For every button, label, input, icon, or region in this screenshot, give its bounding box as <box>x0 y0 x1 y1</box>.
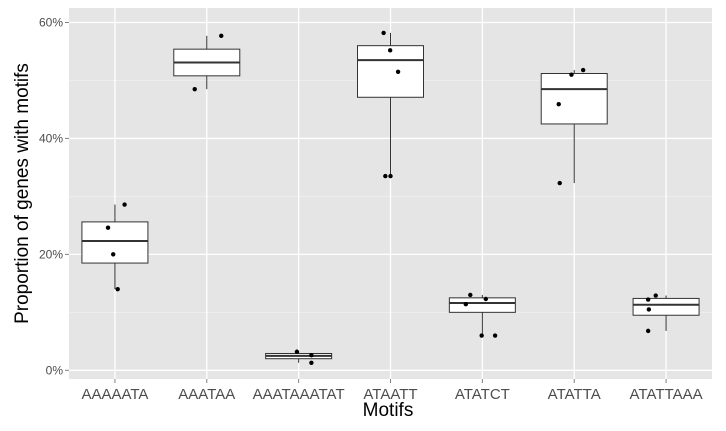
box-iqr <box>632 297 700 316</box>
box-ataatt <box>357 32 424 177</box>
box-iqr <box>357 45 424 98</box>
x-tick-label: ATATCT <box>455 386 510 403</box>
data-point <box>492 333 498 338</box>
data-point <box>309 353 314 358</box>
box-iqr <box>81 221 149 264</box>
data-point <box>388 173 393 179</box>
box-atatta <box>540 70 608 184</box>
box-iqr <box>448 297 516 313</box>
data-point <box>645 328 651 334</box>
data-point <box>111 252 116 257</box>
box-iqr <box>540 73 608 125</box>
box-aaataa <box>173 35 241 90</box>
data-point <box>294 349 300 354</box>
x-tick-label: ATATTA <box>548 386 601 403</box>
x-axis-title: Motifs <box>363 400 414 421</box>
data-point <box>122 202 127 207</box>
data-point <box>219 33 224 39</box>
data-point <box>479 333 484 338</box>
data-point <box>557 180 562 186</box>
data-point <box>192 86 197 92</box>
data-point <box>468 292 473 298</box>
data-point <box>309 360 314 365</box>
box-aaaaata <box>81 204 149 290</box>
data-point <box>653 293 658 298</box>
data-point <box>383 173 388 179</box>
x-tick-label: ATATTAAA <box>630 386 703 403</box>
data-point <box>105 225 111 230</box>
y-axis-title: Proportion of genes with motifs <box>12 63 33 324</box>
data-point <box>395 69 401 74</box>
y-axis: 0% 20% 40% 60% <box>39 15 69 377</box>
data-point <box>115 286 120 292</box>
y-tick-label: 0% <box>46 363 64 377</box>
box-atatct <box>448 294 516 336</box>
x-tick-label: AAATAAATAT <box>253 386 345 403</box>
x-tick-label: AAATAA <box>178 386 235 403</box>
data-point <box>569 72 574 77</box>
data-point <box>483 296 489 302</box>
data-point <box>387 48 393 53</box>
y-tick-label: 60% <box>39 15 63 29</box>
data-point <box>580 67 586 73</box>
data-point <box>645 297 651 302</box>
data-point <box>556 102 561 107</box>
x-tick-label: AAAAATA <box>81 386 148 403</box>
x-tick-label: ATAATT <box>363 386 417 403</box>
box-aaataaatat <box>265 351 333 363</box>
data-point <box>646 307 652 312</box>
y-tick-label: 20% <box>39 247 63 261</box>
data-point <box>463 302 469 307</box>
y-tick-label: 40% <box>39 131 63 145</box>
points-layer <box>105 30 658 365</box>
data-point <box>381 30 386 36</box>
x-axis: AAAAATA AAATAA AAATAAATAT ATAATT ATATCT ATATT… <box>81 379 703 403</box>
